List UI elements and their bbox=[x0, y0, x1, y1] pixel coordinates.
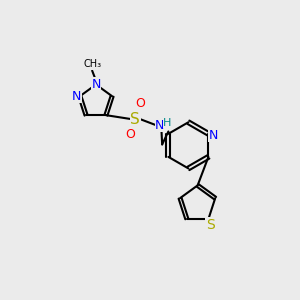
Text: H: H bbox=[164, 118, 172, 128]
Text: N: N bbox=[155, 119, 164, 132]
Text: N: N bbox=[209, 129, 218, 142]
Text: O: O bbox=[135, 97, 145, 110]
Text: O: O bbox=[126, 128, 136, 141]
Text: N: N bbox=[72, 90, 82, 103]
Text: N: N bbox=[91, 78, 101, 91]
Text: CH₃: CH₃ bbox=[83, 59, 101, 70]
Text: S: S bbox=[130, 112, 140, 127]
Text: S: S bbox=[206, 218, 214, 232]
